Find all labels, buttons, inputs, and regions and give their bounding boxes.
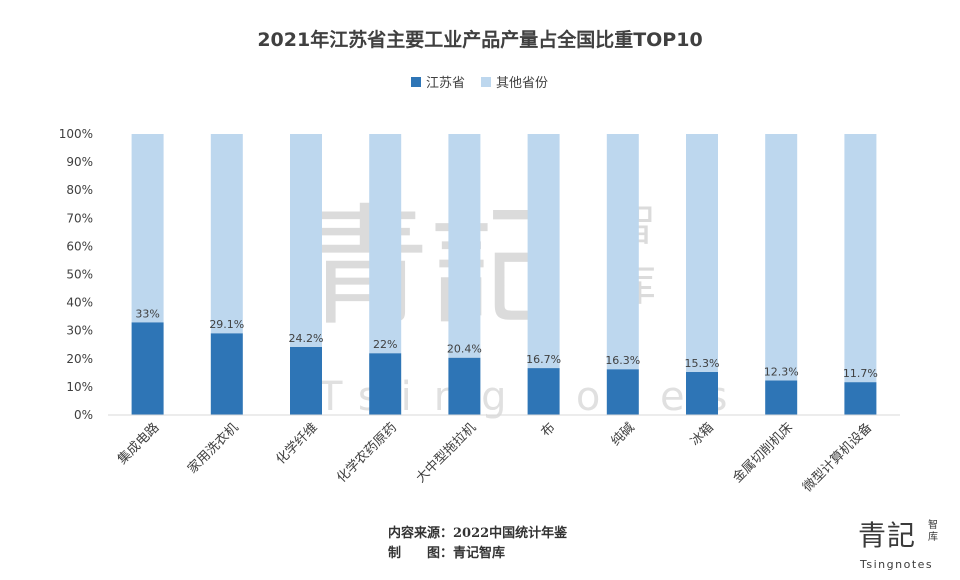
legend-label-jiangsu: 江苏省 — [426, 75, 465, 91]
bar-others — [210, 134, 243, 334]
bar-jiangsu — [844, 382, 877, 415]
logo-en-text: Tsingnotes — [860, 558, 934, 571]
y-tick-label: 10% — [66, 380, 93, 394]
chart-title: 2021年江苏省主要工业产品产量占全国比重TOP10 — [257, 28, 702, 51]
watermark: 青記 智 库 Tsingnotes — [300, 191, 727, 420]
y-tick-label: 20% — [66, 352, 93, 366]
logo: 青記 智库 Tsingnotes — [858, 514, 950, 576]
y-tick-label: 30% — [66, 324, 93, 338]
x-category-label: 化学农药原药 — [334, 420, 400, 486]
maker-line: 制 图：青记智库 — [388, 544, 567, 564]
maker-label: 制 — [388, 546, 402, 561]
bar-jiangsu — [606, 369, 639, 415]
bar-others — [686, 134, 718, 373]
footer: 内容来源：2022中国统计年鉴 制 图：青记智库 — [388, 524, 567, 564]
bar-others — [765, 134, 798, 381]
y-tick-label: 80% — [66, 183, 93, 197]
data-label: 33% — [135, 307, 159, 320]
y-tick-label: 60% — [66, 239, 93, 253]
data-label: 20.4% — [447, 343, 482, 356]
x-category-label: 金属切削机床 — [730, 420, 796, 486]
bar-jiangsu — [210, 333, 243, 415]
logo-main-text: 青記 — [858, 519, 917, 552]
bar-jiangsu — [290, 346, 322, 415]
data-label: 24.2% — [289, 332, 324, 345]
y-tick-label: 0% — [74, 408, 93, 422]
bar-others — [606, 134, 639, 370]
data-label: 22% — [373, 338, 397, 351]
legend-swatch-others — [481, 77, 491, 87]
x-category-label: 化学纤维 — [273, 420, 321, 468]
data-label: 11.7% — [843, 367, 878, 380]
x-category-label: 布 — [539, 420, 559, 440]
y-tick-label: 40% — [66, 296, 93, 310]
data-label: 29.1% — [209, 318, 244, 331]
x-category-label: 微型计算机设备 — [800, 420, 876, 496]
bar-jiangsu — [527, 368, 560, 415]
source-text: 内容来源：2022中国统计年鉴 — [388, 526, 568, 541]
maker-value: 图：青记智库 — [427, 546, 506, 561]
watermark-big-text: 青記 — [300, 191, 560, 343]
y-tick-label: 50% — [66, 268, 93, 282]
y-tick-label: 70% — [66, 211, 93, 225]
bar-jiangsu — [448, 357, 481, 415]
y-tick-label: 100% — [59, 127, 93, 141]
legend: 江苏省 其他省份 — [411, 75, 548, 91]
data-label: 16.7% — [526, 353, 561, 366]
x-axis: 集成电路 家用洗衣机 化学纤维 化学农药原药 大中型拖拉机 布 纯碱 冰箱 金属切削机床 微型计算… — [114, 420, 875, 496]
bar-others — [448, 134, 481, 358]
data-labels: 33% 29.1% 24.2% 22% 20.4% 16.7% 16.3% 15.3% 12.3… — [135, 307, 878, 380]
bar-jiangsu — [686, 372, 718, 415]
x-category-label: 集成电路 — [114, 420, 162, 468]
bar-others — [369, 134, 402, 354]
x-category-label: 冰箱 — [687, 420, 717, 450]
data-label: 16.3% — [605, 354, 640, 367]
data-label: 12.3% — [764, 365, 799, 378]
bars — [131, 134, 877, 415]
legend-swatch-jiangsu — [411, 77, 421, 87]
bar-others — [844, 134, 877, 383]
bar-others — [131, 134, 164, 323]
y-tick-label: 90% — [66, 155, 93, 169]
y-axis: 0% 10% 20% 30% 40% 50% 60% 70% 80% 90% 100% — [59, 127, 93, 422]
bar-others — [290, 134, 322, 347]
bar-jiangsu — [765, 380, 798, 415]
legend-label-others: 其他省份 — [496, 76, 548, 91]
x-category-label: 大中型拖拉机 — [413, 420, 479, 486]
bar-jiangsu — [369, 353, 402, 415]
x-category-label: 家用洗衣机 — [184, 420, 241, 477]
logo-sub-text: 智库 — [928, 520, 938, 543]
data-label: 15.3% — [685, 357, 720, 370]
bar-jiangsu — [131, 322, 164, 415]
bar-others — [527, 134, 560, 369]
x-category-label: 纯碱 — [609, 420, 638, 449]
